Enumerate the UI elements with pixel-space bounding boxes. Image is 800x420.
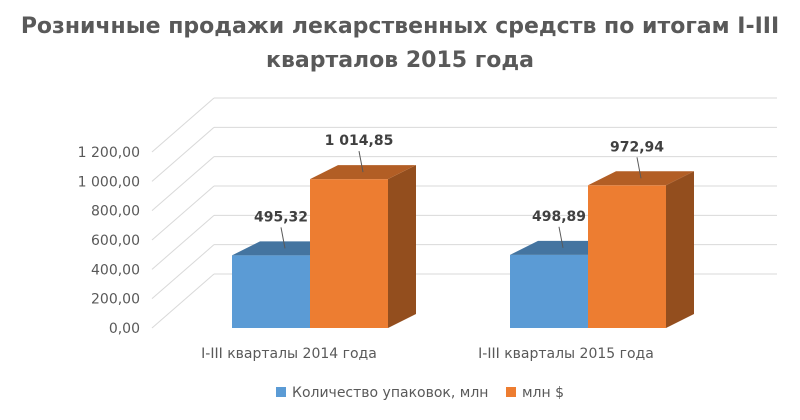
y-tick-label: 600,00 xyxy=(91,233,140,249)
y-tick-label: 0,00 xyxy=(109,321,140,337)
bar-side xyxy=(666,171,694,328)
gridline-side xyxy=(151,156,215,212)
bar-usd-1: 1 014,85 xyxy=(310,133,416,328)
chart-legend: Количество упаковок, млн млн $ xyxy=(276,385,564,401)
legend-swatch xyxy=(506,387,516,397)
y-tick-label: 200,00 xyxy=(91,292,140,308)
y-tick-label: 1 200,00 xyxy=(78,145,140,161)
bar-front xyxy=(310,179,388,328)
y-tick-label: 800,00 xyxy=(91,204,140,220)
y-tick-label: 400,00 xyxy=(91,262,140,278)
data-label: 498,89 xyxy=(532,209,586,225)
legend-item: млн $ xyxy=(506,385,564,401)
gridline-side xyxy=(151,273,215,329)
data-label-leader xyxy=(280,227,286,249)
data-label: 495,32 xyxy=(254,209,308,225)
y-tick-label: 1 000,00 xyxy=(78,174,140,190)
x-category-label: I-III кварталы 2015 года xyxy=(478,346,654,362)
x-axis-categories: I-III кварталы 2014 года I-III кварталы 2… xyxy=(201,346,654,362)
data-label-leader xyxy=(358,151,364,173)
x-category-label: I-III кварталы 2014 года xyxy=(201,346,377,362)
chart-title-line-1: Розничные продажи лекарственных средств … xyxy=(20,14,780,39)
legend-label: Количество упаковок, млн xyxy=(292,385,488,401)
legend-item: Количество упаковок, млн xyxy=(276,385,488,401)
data-label-leader xyxy=(558,226,564,248)
chart-bars: 495,32 1 014,85 498,89 972,94 xyxy=(232,133,694,328)
bar-side xyxy=(388,165,416,328)
gridline-side xyxy=(151,244,215,300)
legend-swatch xyxy=(276,387,286,397)
legend-label: млн $ xyxy=(522,385,564,401)
gridline-side xyxy=(151,185,215,241)
y-axis-ticks: 0,00 200,00 400,00 600,00 800,00 1 000,00 1 20… xyxy=(78,145,140,337)
bar-front xyxy=(510,254,588,328)
gridline-side xyxy=(151,97,215,153)
data-label: 972,94 xyxy=(610,139,664,155)
gridline-side xyxy=(151,214,215,270)
bar-front xyxy=(232,255,310,328)
data-label-leader xyxy=(636,157,642,179)
chart-title-line-2: кварталов 2015 года xyxy=(266,48,534,73)
bar-usd-2: 972,94 xyxy=(588,139,694,328)
bar-front xyxy=(588,185,666,328)
data-label: 1 014,85 xyxy=(325,133,394,149)
gridline-side xyxy=(151,126,215,182)
